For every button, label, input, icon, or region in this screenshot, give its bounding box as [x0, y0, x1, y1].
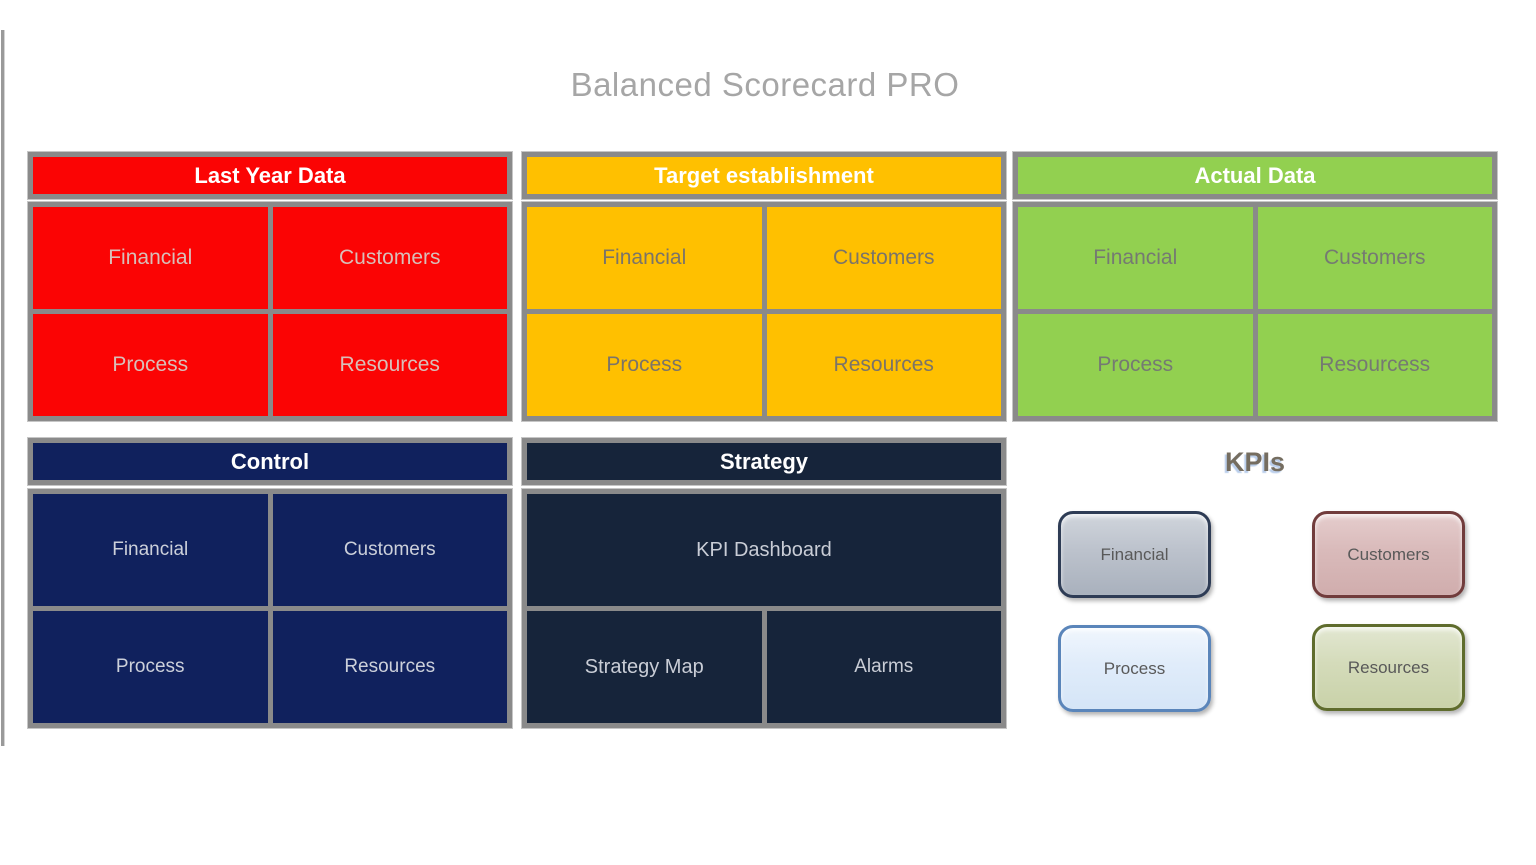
last-year-resources-button[interactable]: Resources	[272, 314, 507, 416]
actual-financial-button[interactable]: Financial	[1018, 207, 1253, 309]
control-grid: Financial Customers Process Resources	[27, 488, 513, 729]
control-customers-button[interactable]: Customers	[272, 494, 507, 606]
kpi-customers-button[interactable]: Customers	[1312, 511, 1465, 598]
strategy-header: Strategy	[521, 437, 1007, 486]
control-header: Control	[27, 437, 513, 486]
kpi-process-button[interactable]: Process	[1058, 625, 1211, 712]
target-financial-button[interactable]: Financial	[527, 207, 762, 309]
strategy-map-button[interactable]: Strategy Map	[527, 611, 762, 723]
slide-edge-line	[1, 30, 5, 746]
kpis-title: KPIs	[1224, 447, 1286, 477]
control-financial-button[interactable]: Financial	[33, 494, 268, 606]
kpi-financial-button[interactable]: Financial	[1058, 511, 1211, 598]
strategy-grid: KPI Dashboard Strategy Map Alarms	[521, 488, 1007, 729]
last-year-customers-button[interactable]: Customers	[272, 207, 507, 309]
actual-process-button[interactable]: Process	[1018, 314, 1253, 416]
alarms-button[interactable]: Alarms	[766, 611, 1001, 723]
target-resources-button[interactable]: Resources	[766, 314, 1001, 416]
target-process-button[interactable]: Process	[527, 314, 762, 416]
actual-resources-button[interactable]: Resourcess	[1257, 314, 1492, 416]
actual-customers-button[interactable]: Customers	[1257, 207, 1492, 309]
last-year-financial-button[interactable]: Financial	[33, 207, 268, 309]
actual-data-grid: Financial Customers Process Resourcess	[1012, 201, 1498, 422]
kpi-resources-button[interactable]: Resources	[1312, 624, 1465, 711]
target-establishment-grid: Financial Customers Process Resources	[521, 201, 1007, 422]
control-process-button[interactable]: Process	[33, 611, 268, 723]
page-title: Balanced Scorecard PRO	[570, 66, 960, 103]
target-customers-button[interactable]: Customers	[766, 207, 1001, 309]
last-year-process-button[interactable]: Process	[33, 314, 268, 416]
control-resources-button[interactable]: Resources	[272, 611, 507, 723]
last-year-data-grid: Financial Customers Process Resources	[27, 201, 513, 422]
kpi-dashboard-button[interactable]: KPI Dashboard	[527, 494, 1001, 606]
target-establishment-header: Target establishment	[521, 151, 1007, 200]
last-year-data-header: Last Year Data	[27, 151, 513, 200]
actual-data-header: Actual Data	[1012, 151, 1498, 200]
